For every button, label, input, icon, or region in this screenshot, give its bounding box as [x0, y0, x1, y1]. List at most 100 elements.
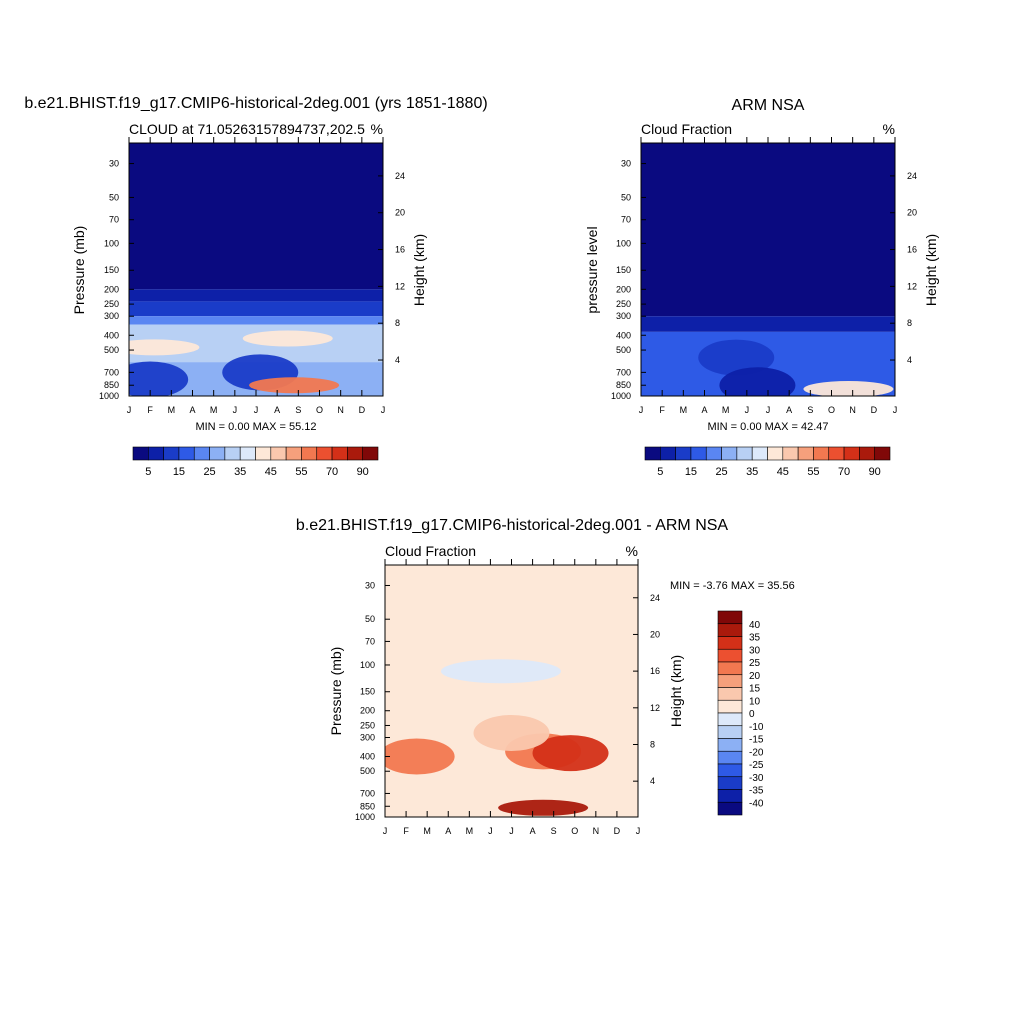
- y-tick-label: 100: [360, 660, 375, 670]
- colorbar-swatch: [717, 623, 743, 637]
- contour-field: [129, 143, 383, 396]
- x-tick-label: A: [445, 826, 451, 836]
- colorbar-swatch: [717, 648, 743, 663]
- colorbar-label: -25: [749, 760, 764, 771]
- colorbar-label: -10: [749, 722, 764, 733]
- y-tick-label: 150: [616, 265, 631, 275]
- obs-colorbar: 5 15 25 35 45 55 70 90: [644, 446, 891, 478]
- colorbar-swatch: [717, 661, 743, 676]
- colorbar-swatch: [301, 446, 318, 461]
- x-tick-label: J: [509, 826, 514, 836]
- colorbar-label: 30: [749, 645, 761, 656]
- colorbar-label: -30: [749, 773, 764, 784]
- colorbar-label: 35: [234, 466, 246, 478]
- y-tick-label: 70: [365, 636, 375, 646]
- contour-band: [129, 143, 383, 290]
- y-tick-label: 30: [109, 159, 119, 169]
- colorbar-swatch: [239, 446, 256, 461]
- x-tick-label: M: [210, 405, 218, 415]
- y-tick-label: 150: [104, 265, 119, 275]
- colorbar-label: 90: [869, 466, 881, 478]
- diff-title: b.e21.BHIST.f19_g17.CMIP6-historical-2de…: [296, 517, 729, 534]
- colorbar-swatch: [717, 636, 743, 650]
- diff-y2label: Height (km): [668, 655, 684, 727]
- x-tick-label: A: [189, 405, 195, 415]
- y-tick-label: 30: [621, 159, 631, 169]
- obs-y2label: Height (km): [923, 234, 939, 306]
- y-tick-label: 400: [360, 752, 375, 762]
- y-tick-label: 700: [104, 367, 119, 377]
- obs-ylabel: pressure level: [584, 226, 600, 313]
- colorbar-swatch: [859, 446, 875, 461]
- x-tick-label: J: [254, 405, 259, 415]
- x-tick-label: F: [659, 405, 665, 415]
- colorbar-swatch: [163, 446, 180, 461]
- obs-stats: MIN = 0.00 MAX = 42.47: [707, 421, 828, 433]
- colorbar-label: 25: [749, 658, 761, 669]
- colorbar-swatch: [721, 446, 738, 461]
- colorbar-swatch: [717, 712, 743, 727]
- contour-feature: [129, 361, 189, 396]
- x-tick-label: O: [828, 405, 835, 415]
- colorbar-swatch: [270, 446, 287, 461]
- colorbar-swatch: [331, 446, 348, 461]
- contour-feature: [249, 377, 340, 394]
- height-tick-label: 4: [395, 355, 400, 365]
- y-tick-label: 50: [365, 614, 375, 624]
- colorbar-swatch: [347, 446, 363, 461]
- y-tick-label: 150: [360, 687, 375, 697]
- contour-band: [385, 565, 638, 817]
- x-tick-label: M: [466, 826, 474, 836]
- colorbar-swatch: [736, 446, 753, 461]
- colorbar-swatch: [132, 446, 149, 461]
- x-tick-label: F: [147, 405, 153, 415]
- x-tick-label: A: [786, 405, 792, 415]
- y-tick-label: 300: [104, 311, 119, 321]
- colorbar-label: -40: [749, 798, 764, 809]
- y-tick-label: 50: [109, 192, 119, 202]
- model-ylabel: Pressure (mb): [71, 226, 87, 315]
- colorbar-label: 35: [749, 633, 761, 644]
- contour-band: [129, 301, 383, 317]
- y-tick-label: 250: [360, 720, 375, 730]
- colorbar-label: 45: [777, 466, 789, 478]
- colorbar-swatch: [751, 446, 768, 461]
- y-tick-label: 300: [616, 311, 631, 321]
- colorbar-swatch: [675, 446, 692, 461]
- obs-units-label: %: [883, 121, 895, 137]
- x-tick-label: J: [127, 405, 132, 415]
- diff-panel: b.e21.BHIST.f19_g17.CMIP6-historical-2de…: [296, 517, 795, 836]
- x-tick-label: D: [871, 405, 878, 415]
- model-panel: b.e21.BHIST.f19_g17.CMIP6-historical-2de…: [24, 95, 487, 478]
- model-y2label: Height (km): [411, 234, 427, 306]
- height-tick-label: 12: [650, 703, 660, 713]
- y-tick-label: 100: [104, 238, 119, 248]
- colorbar-swatch: [797, 446, 814, 461]
- colorbar-label: 5: [145, 466, 151, 478]
- colorbar-swatch: [717, 801, 743, 816]
- x-tick-label: M: [680, 405, 688, 415]
- colorbar-label: 70: [326, 466, 338, 478]
- y-tick-label: 250: [616, 299, 631, 309]
- obs-title: ARM NSA: [732, 97, 805, 114]
- colorbar-swatch: [717, 776, 743, 790]
- y-tick-label: 70: [109, 215, 119, 225]
- y-tick-label: 1000: [99, 391, 119, 401]
- x-tick-label: A: [701, 405, 707, 415]
- model-contour-plot: J F M A M J J A S O N D J 30 50 70 100 150 200 250 300 400 500…: [99, 137, 405, 415]
- colorbar-swatch: [209, 446, 226, 461]
- colorbar-label: 5: [657, 466, 663, 478]
- model-units-label: %: [371, 121, 383, 137]
- diff-stats: MIN = -3.76 MAX = 35.56: [670, 580, 795, 592]
- x-tick-label: A: [530, 826, 536, 836]
- contour-band: [641, 316, 895, 332]
- x-tick-label: J: [639, 405, 644, 415]
- contour-feature: [698, 339, 775, 376]
- colorbar-label: -15: [749, 735, 764, 746]
- colorbar-swatch: [148, 446, 164, 461]
- colorbar-label: -20: [749, 747, 764, 758]
- colorbar-swatch: [255, 446, 272, 461]
- x-tick-label: S: [295, 405, 301, 415]
- colorbar-label: 45: [265, 466, 277, 478]
